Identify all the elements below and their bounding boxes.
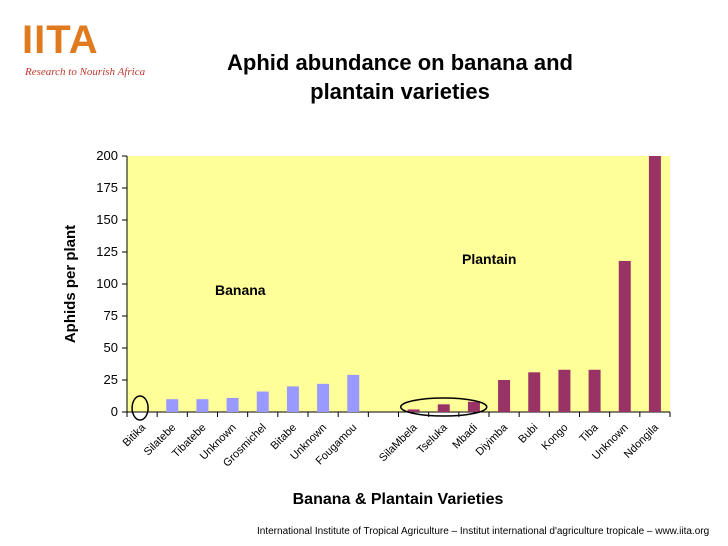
x-category-label: Tiba <box>577 421 601 445</box>
logo-text: IITA <box>22 18 99 62</box>
plot-area <box>127 156 670 412</box>
bar-plantain <box>407 409 420 412</box>
x-axis-title: Banana & Plantain Varieties <box>293 491 504 508</box>
bar-plantain <box>588 369 601 412</box>
bar-banana <box>347 374 360 412</box>
x-category-label: Kongo <box>540 422 571 453</box>
bar-plantain <box>498 380 511 412</box>
plantain-annotation: Plantain <box>462 251 516 267</box>
y-tick-label: 150 <box>96 212 118 227</box>
page-title: Aphid abundance on banana and plantain v… <box>227 50 573 104</box>
y-tick-label: 200 <box>96 148 118 163</box>
highlight-ellipse-bitika <box>131 395 149 421</box>
bar-plantain <box>648 156 661 412</box>
y-tick-label: 100 <box>96 276 118 291</box>
x-category-label: Bubi <box>516 422 540 446</box>
bar-banana <box>317 383 330 412</box>
bar-plantain <box>467 401 480 412</box>
y-tick-label: 175 <box>96 180 118 195</box>
footer-text: International Institute of Tropical Agri… <box>257 526 710 537</box>
bar-banana <box>286 386 299 412</box>
banana-annotation: Banana <box>215 282 266 298</box>
bar-banana <box>196 399 209 412</box>
iita-logo: IITA Research to Nourish Africa <box>22 18 172 84</box>
y-axis-title: Aphids per plant <box>62 225 79 343</box>
x-category-label: Bitika <box>121 421 149 449</box>
x-category-label: Ndongila <box>622 421 662 461</box>
highlight-ellipse-plantain <box>400 397 488 417</box>
y-tick-label: 125 <box>96 244 118 259</box>
bar-banana <box>226 397 239 412</box>
bar-banana <box>256 391 269 412</box>
y-tick-label: 25 <box>104 372 118 387</box>
y-tick-label: 75 <box>104 308 118 323</box>
logo-tagline: Research to Nourish Africa <box>25 66 146 78</box>
bar-plantain <box>618 260 631 412</box>
y-tick-label: 50 <box>104 340 118 355</box>
bar-banana <box>166 399 179 412</box>
bar-plantain <box>437 404 450 412</box>
y-tick-label: 0 <box>111 404 118 419</box>
bar-plantain <box>558 369 571 412</box>
x-category-label: Diyimba <box>474 421 511 458</box>
x-category-label: SilaMbela <box>377 421 420 464</box>
bar-plantain <box>528 372 541 412</box>
x-category-label: Tseluka <box>415 421 450 456</box>
